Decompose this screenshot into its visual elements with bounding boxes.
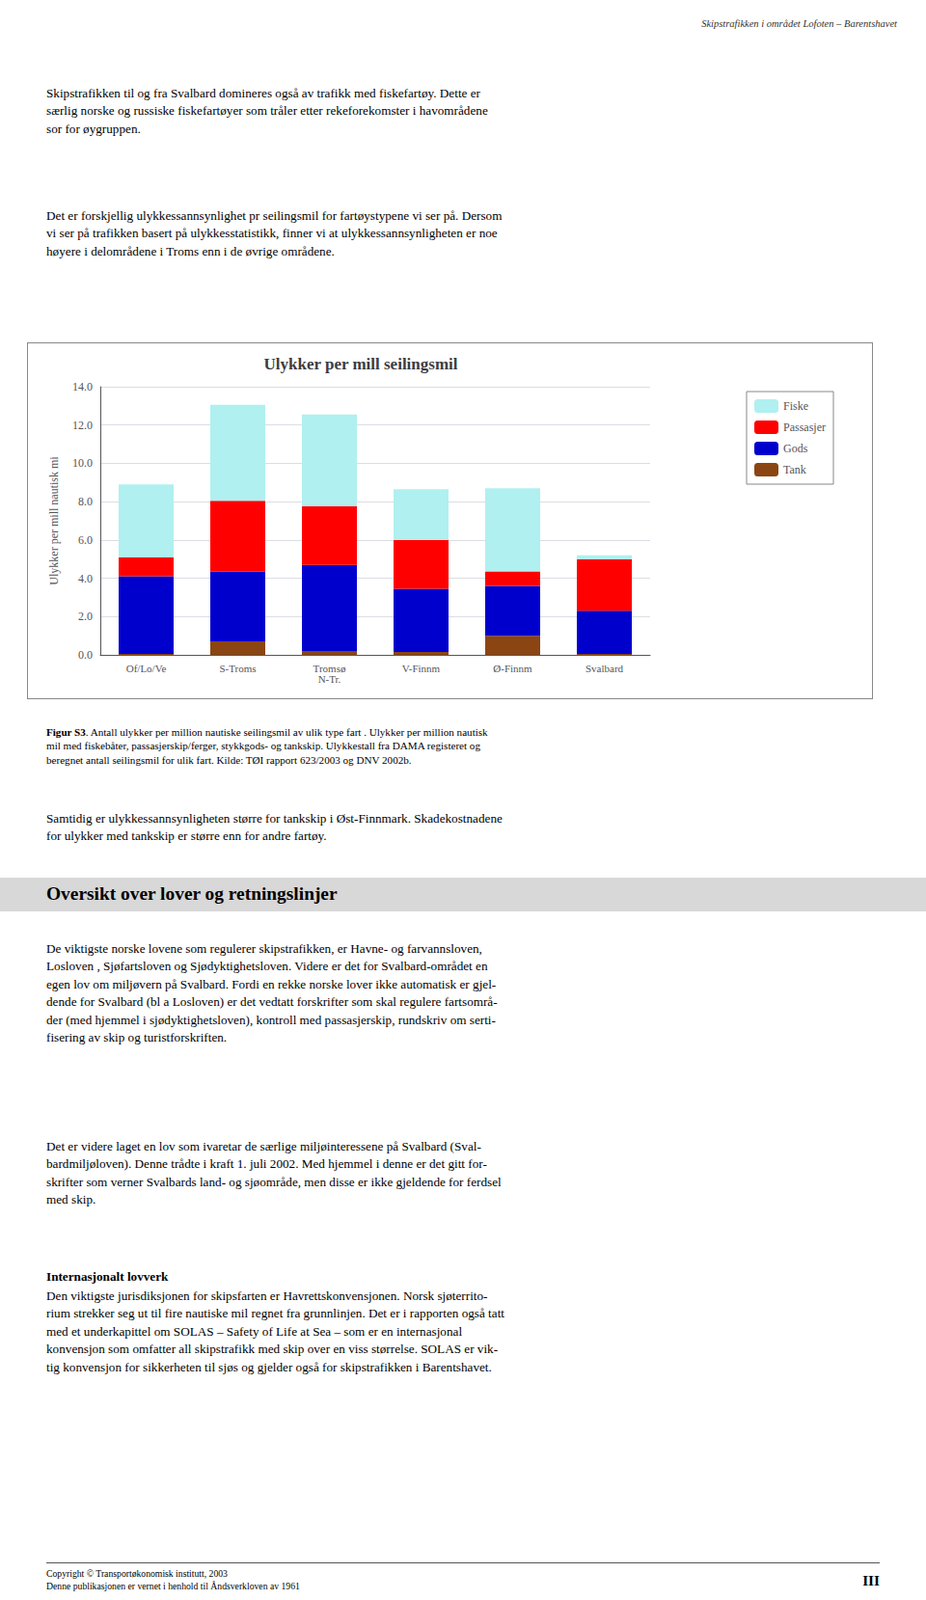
svg-text:Svalbard: Svalbard	[585, 662, 625, 675]
html-text:Den viktigste jurisdiksjonen f: Den viktigste jurisdiksjonen for skipsfa…	[46, 1288, 505, 1375]
svg-text:12.0: 12.0	[72, 418, 93, 433]
html-text:Figur S3. Antall ulykker per m: Figur S3. Antall ulykker per million nau…	[46, 726, 488, 766]
html-text:III: III	[862, 1572, 880, 1589]
html-text:Denne publikasjonen er vernet: Denne publikasjonen er vernet i henhold …	[46, 1580, 300, 1592]
html-text:Skipstrafikken i området Lofot: Skipstrafikken i området Lofoten – Baren…	[701, 18, 898, 29]
html-text:De viktigste norske lovene som: De viktigste norske lovene som regulerer…	[46, 941, 498, 1046]
svg-text:Of/Lo/Ve: Of/Lo/Ve	[126, 662, 167, 675]
svg-text:6.0: 6.0	[78, 533, 93, 547]
svg-text:N-Tr.: N-Tr.	[318, 673, 342, 685]
html-text:Copyright © Transportøkonomisk: Copyright © Transportøkonomisk institutt…	[46, 1568, 228, 1580]
html-text:Internasjonalt lovverk: Internasjonalt lovverk	[46, 1269, 169, 1284]
svg-text:10.0: 10.0	[72, 456, 93, 470]
svg-text:8.0: 8.0	[78, 494, 93, 509]
html-text:Skipstrafikken til og fra Sval: Skipstrafikken til og fra Svalbard domin…	[46, 85, 488, 137]
html-text:Det er forskjellig ulykkessann: Det er forskjellig ulykkessannsynlighet …	[46, 208, 503, 259]
svg-text:Tank: Tank	[783, 463, 807, 477]
svg-text:4.0: 4.0	[78, 571, 93, 586]
svg-text:Passasjer: Passasjer	[783, 420, 826, 435]
html-text:Samtidig er ulykkessannsynligh: Samtidig er ulykkessannsynligheten størr…	[46, 811, 503, 844]
svg-text:Ulykker per mill nautisk mi: Ulykker per mill nautisk mi	[47, 456, 61, 586]
svg-text:Fiske: Fiske	[783, 399, 809, 413]
svg-text:14.0: 14.0	[72, 380, 93, 394]
svg-text:Gods: Gods	[783, 441, 809, 456]
svg-text:V-Finnm: V-Finnm	[402, 662, 441, 675]
svg-text:S-Troms: S-Troms	[218, 662, 256, 675]
html-text:Det er videre laget en lov som: Det er videre laget en lov som ivaretar …	[46, 1139, 502, 1208]
svg-text:Ulykker per mill seilingsmil: Ulykker per mill seilingsmil	[263, 354, 458, 374]
svg-text:Ø-Finnm: Ø-Finnm	[492, 662, 533, 675]
svg-text:Tromsø: Tromsø	[313, 662, 346, 674]
svg-text:0.0: 0.0	[78, 648, 93, 662]
svg-text:2.0: 2.0	[78, 609, 93, 624]
html-text:Oversikt over lover og retning: Oversikt over lover og retningslinjer	[46, 883, 338, 904]
